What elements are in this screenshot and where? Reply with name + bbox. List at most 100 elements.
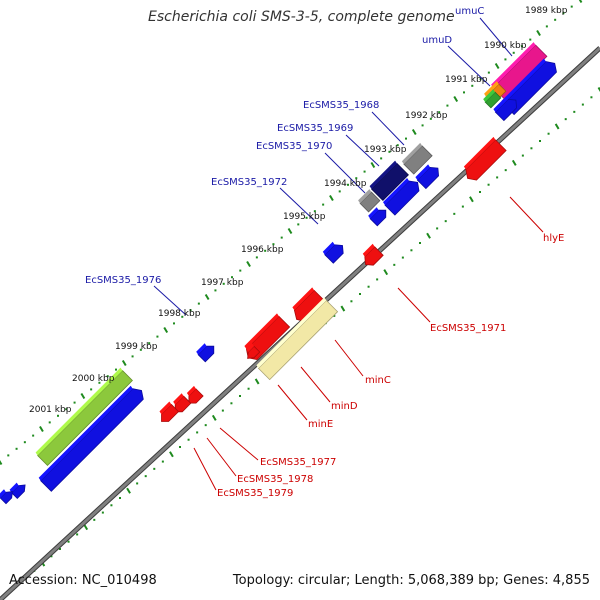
gene-label[interactable]: umuD	[422, 35, 452, 46]
tick-dot	[214, 289, 217, 292]
gene-label[interactable]: hlyE	[543, 233, 564, 244]
gene-EcSMS35_1969[interactable]	[369, 160, 409, 201]
tick-dot	[363, 170, 366, 173]
gene-umuC-lower-face	[501, 58, 546, 104]
tick-dot	[359, 293, 361, 295]
gene-label[interactable]: EcSMS35_1977	[260, 457, 336, 468]
tick-dot	[239, 269, 242, 272]
tick-major	[411, 128, 417, 136]
gene-label[interactable]: EcSMS35_1972	[211, 177, 287, 188]
gene-upper-blue-b[interactable]	[383, 178, 420, 216]
gene-EcSMS35_1977-body[interactable]	[188, 388, 204, 404]
tick-dot	[530, 147, 533, 150]
tick-major	[254, 378, 260, 385]
tick-dot	[144, 475, 147, 478]
gene-EcSMS35_1976-face	[196, 343, 207, 355]
tick-major	[0, 460, 3, 466]
gene-upper-blue-a[interactable]	[415, 164, 440, 190]
gene-EcSMS35_1971-body[interactable]	[364, 246, 384, 266]
gene-umuC-lower[interactable]	[501, 58, 557, 116]
gene-yellow-band-face	[256, 297, 327, 369]
gene-yellow-band[interactable]	[256, 297, 339, 381]
gene-upper-blue-a-body[interactable]	[416, 166, 440, 190]
tick-dot	[590, 96, 593, 99]
gene-label[interactable]: EcSMS35_1976	[85, 275, 161, 286]
gene-EcSMS35_1968[interactable]	[401, 142, 433, 175]
tick-dot	[187, 438, 190, 441]
gene-minC-face	[292, 287, 315, 311]
tick-dot	[67, 540, 70, 543]
gene-upper-blue-c-body[interactable]	[324, 244, 344, 264]
gene-hlyE-body[interactable]	[465, 139, 507, 181]
gene-EcSMS35_1971[interactable]	[362, 243, 384, 266]
gene-minD-face	[244, 313, 279, 349]
gene-EcSMS35_1970[interactable]	[358, 189, 381, 213]
gene-umuD-lower[interactable]	[493, 96, 518, 122]
tick-dot	[115, 368, 117, 371]
gene-EcSMS35_1972-body[interactable]	[369, 209, 387, 227]
tick-dot	[564, 118, 567, 121]
gene-EcSMS35_1978[interactable]	[173, 393, 192, 413]
gene-umuC-lower-body[interactable]	[502, 61, 557, 116]
tick-dot	[156, 335, 159, 338]
tick-dot	[504, 58, 507, 61]
gene-EcSMS35_1977[interactable]	[186, 385, 204, 404]
tick-dot	[380, 157, 383, 160]
gene-umuD-lower-body[interactable]	[494, 98, 518, 122]
tick-major	[80, 392, 86, 400]
tick-dot	[554, 18, 557, 21]
gene-upper-blue-c[interactable]	[322, 241, 344, 264]
gene-EcSMS35_1979-body[interactable]	[161, 403, 180, 422]
tick-dot	[161, 460, 164, 463]
tick-dot	[247, 387, 250, 390]
tick-dot	[48, 421, 51, 424]
tick-dot	[73, 401, 76, 404]
gene-hlyE[interactable]	[463, 136, 507, 181]
gene-label[interactable]: EcSMS35_1978	[237, 474, 313, 485]
gene-minD-body[interactable]	[245, 315, 291, 361]
gene-hlyE-face	[463, 136, 496, 170]
gene-EcSMS35_1969-face	[369, 160, 398, 190]
gene-umuD-b[interactable]	[483, 89, 502, 109]
tick-dot	[110, 504, 113, 507]
gene-EcSMS35_1972[interactable]	[368, 207, 387, 227]
map-title: Escherichia coli SMS-3-5, complete genom…	[148, 9, 455, 25]
gene-label[interactable]: EcSMS35_1969	[277, 123, 353, 134]
leader-line	[334, 339, 364, 377]
gene-green-long[interactable]	[35, 367, 133, 466]
gene-umuD-b-body[interactable]	[484, 91, 502, 109]
gene-label[interactable]: minE	[308, 419, 333, 430]
tick-major	[340, 305, 346, 312]
gene-umuD-lower-face	[493, 96, 509, 113]
tick-major	[121, 359, 127, 367]
tick-dot	[421, 124, 424, 127]
gene-label[interactable]: minD	[331, 401, 358, 412]
gene-EcSMS35_1979[interactable]	[159, 401, 180, 422]
tick-dot	[101, 511, 104, 514]
gene-minE[interactable]	[246, 343, 261, 359]
gene-EcSMS35_1978-body[interactable]	[174, 395, 192, 413]
gene-small-blue-a[interactable]	[9, 482, 26, 499]
tick-major	[246, 260, 251, 268]
gene-label[interactable]: minC	[365, 375, 391, 386]
gene-label[interactable]: umuC	[455, 6, 484, 17]
gene-small-blue-b[interactable]	[0, 489, 13, 505]
gene-track[interactable]	[0, 42, 557, 505]
gene-EcSMS35_1976[interactable]	[196, 343, 215, 363]
gene-minD[interactable]	[244, 313, 291, 361]
gene-minE-body[interactable]	[247, 345, 261, 359]
gene-EcSMS35_1968-body[interactable]	[403, 145, 433, 175]
accession-text: Accession: NC_010498	[9, 573, 157, 588]
gene-label[interactable]: EcSMS35_1979	[217, 488, 293, 499]
tick-major	[494, 62, 500, 70]
gene-label[interactable]: EcSMS35_1970	[256, 141, 332, 152]
gene-label[interactable]: EcSMS35_1971	[430, 323, 506, 334]
gene-blue-long[interactable]	[38, 385, 144, 492]
gene-label[interactable]: EcSMS35_1968	[303, 100, 379, 111]
tick-dot	[453, 212, 456, 215]
gene-small-blue-b-body[interactable]	[0, 491, 13, 505]
tick-dot	[272, 243, 275, 246]
tick-dot	[504, 169, 507, 172]
kbp-label: 1999 kbp	[115, 342, 158, 352]
